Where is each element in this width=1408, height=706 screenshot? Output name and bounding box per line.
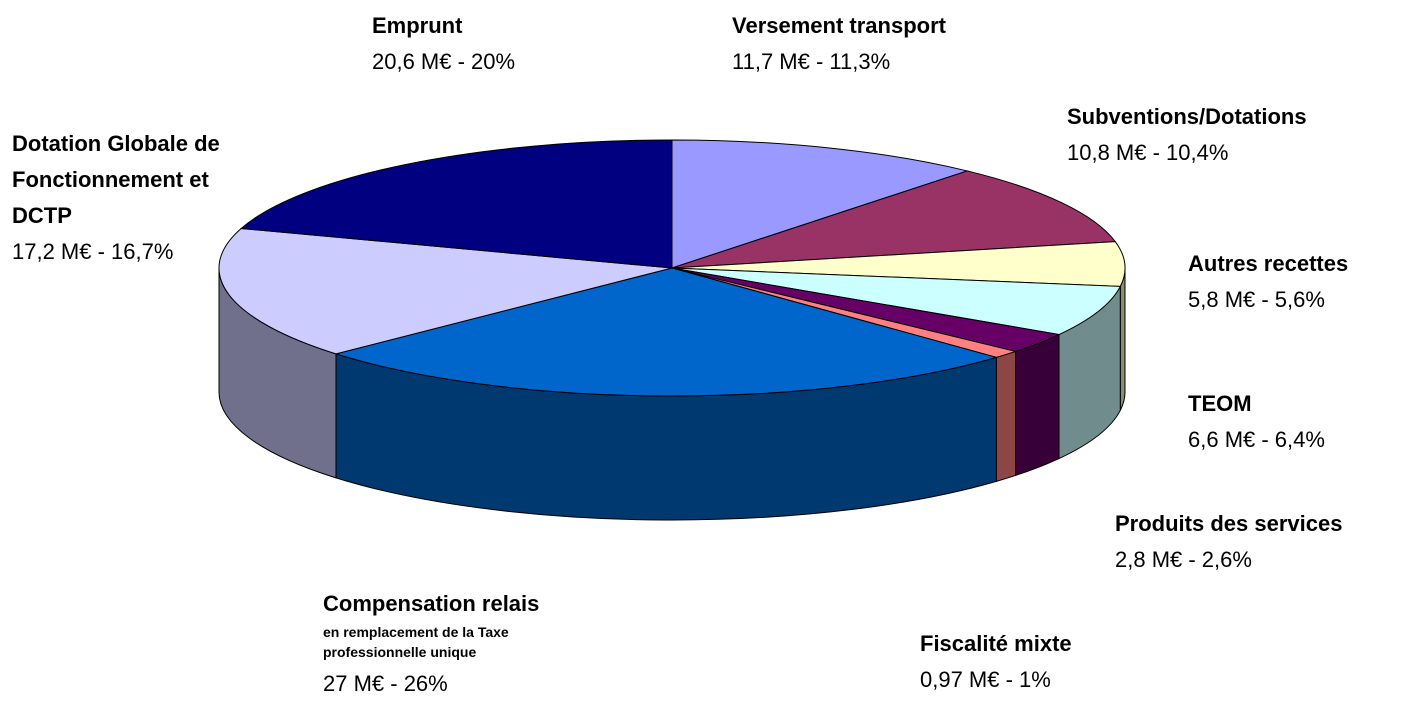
value-label: 17,2 M€ - 16,7% bbox=[12, 239, 174, 264]
data-label: Compensation relais en remplacement de la… bbox=[323, 586, 573, 702]
value-label: 10,8 M€ - 10,4% bbox=[1067, 140, 1229, 165]
category-name: Subventions/Dotations bbox=[1067, 104, 1307, 129]
data-label: TEOM 6,6 M€ - 6,4% bbox=[1188, 386, 1325, 458]
data-label: Produits des services 2,8 M€ - 2,6% bbox=[1115, 506, 1342, 578]
data-label: Subventions/Dotations 10,8 M€ - 10,4% bbox=[1067, 99, 1307, 171]
value-label: 0,97 M€ - 1% bbox=[920, 667, 1051, 692]
data-label: Emprunt 20,6 M€ - 20% bbox=[372, 8, 515, 80]
value-label: 6,6 M€ - 6,4% bbox=[1188, 427, 1325, 452]
pie-side bbox=[995, 350, 1017, 483]
pie-side bbox=[1015, 333, 1060, 477]
value-label: 11,7 M€ - 11,3% bbox=[732, 49, 891, 74]
category-name: Autres recettes bbox=[1188, 251, 1349, 276]
pie-slice bbox=[671, 267, 1122, 336]
data-label: Fiscalité mixte 0,97 M€ - 1% bbox=[920, 626, 1072, 698]
pie-slice bbox=[671, 139, 970, 269]
pie-slice bbox=[239, 139, 673, 269]
category-name: Compensation relais bbox=[323, 591, 540, 616]
data-label: Dotation Globale de Fonctionnement et DC… bbox=[12, 126, 274, 270]
pie-slice bbox=[218, 227, 673, 355]
category-name: Versement transport bbox=[732, 13, 946, 38]
value-label: 5,8 M€ - 5,6% bbox=[1188, 287, 1325, 312]
value-label: 20,6 M€ - 20% bbox=[372, 49, 516, 74]
pie-slice bbox=[671, 170, 1117, 269]
data-label: Versement transport 11,7 M€ - 11,3% bbox=[732, 8, 946, 80]
value-label: 2,8 M€ - 2,6% bbox=[1115, 547, 1252, 572]
category-name: Produits des services bbox=[1115, 511, 1343, 536]
pie-slice bbox=[334, 267, 999, 397]
data-label: Autres recettes 5,8 M€ - 5,6% bbox=[1188, 246, 1348, 318]
value-label: 27 M€ - 26% bbox=[323, 671, 448, 696]
category-name: Emprunt bbox=[372, 13, 463, 38]
pie-side bbox=[1119, 267, 1126, 411]
pie-slice bbox=[671, 241, 1126, 287]
category-name: Fiscalité mixte bbox=[920, 631, 1072, 656]
category-name: TEOM bbox=[1188, 391, 1252, 416]
category-subtitle: en remplacement de la Taxe professionnel… bbox=[323, 624, 509, 660]
category-name: Dotation Globale de Fonctionnement et DC… bbox=[12, 131, 220, 228]
